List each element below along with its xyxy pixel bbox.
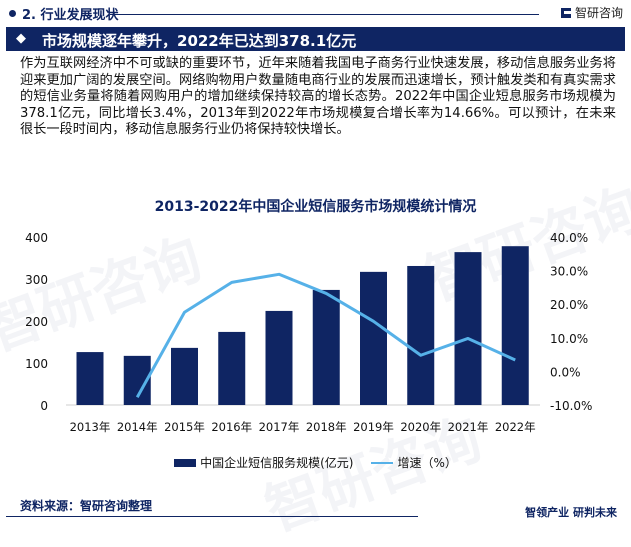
combo-chart: 0 100 200 300 400 -10.0% 0.0% 10.0% 20.0% 30.0% 40… (25, 231, 592, 434)
bar (407, 265, 435, 405)
x-axis-tick: 2015年 (164, 420, 205, 434)
chart-title: 2013-2022年中国企业短信服务市场规模统计情况 (154, 199, 477, 215)
bar (501, 246, 529, 405)
right-axis-tick: 30.0% (550, 265, 588, 279)
left-axis-tick: 0 (40, 399, 48, 413)
bar (312, 289, 340, 405)
x-axis-tick: 2019年 (353, 420, 394, 434)
chart-legend: 中国企业短信服务规模(亿元) 增速（%） (0, 454, 631, 471)
source-note: 资料来源：智研咨询整理 (20, 499, 153, 513)
left-axis-tick: 200 (25, 315, 48, 329)
left-axis-tick: 100 (25, 357, 48, 371)
bar (171, 347, 198, 405)
left-axis-tick: 300 (25, 273, 48, 287)
bar (360, 271, 387, 405)
header-divider (110, 14, 539, 15)
x-axis-tick: 2021年 (448, 420, 489, 434)
x-axis-tick: 2014年 (117, 420, 158, 434)
brand: 智研咨询 (560, 4, 623, 21)
line-swatch-icon (371, 461, 394, 464)
bar-swatch-icon (174, 458, 197, 467)
legend-line-label: 增速（%） (397, 456, 457, 470)
legend-bar-label: 中国企业短信服务规模(亿元) (200, 456, 354, 470)
slogan: 智领产业 研判未来 (525, 506, 617, 519)
x-axis-tick: 2013年 (70, 420, 111, 434)
bar (265, 310, 293, 405)
body-paragraph: 作为互联网经济中不可或缺的重要环节，近年来随着我国电子商务行业快速发展，移动信息… (20, 56, 616, 138)
bullet-icon (9, 10, 16, 17)
left-axis-tick: 400 (25, 231, 48, 245)
x-axis-tick: 2018年 (306, 420, 347, 434)
bar (76, 352, 104, 405)
legend-item-line: 增速（%） (371, 454, 457, 471)
x-axis-tick: 2017年 (259, 420, 300, 434)
bar (218, 331, 246, 405)
right-axis-tick: 40.0% (550, 231, 588, 245)
x-axis-tick: 2020年 (400, 420, 441, 434)
section-label: 2. 行业发展现状 (22, 8, 119, 23)
right-axis-tick: 10.0% (550, 332, 588, 346)
brand-logo-icon (560, 7, 571, 18)
diamond-icon: ◆ (16, 31, 26, 46)
section-header: 2. 行业发展现状 智研咨询 (0, 0, 631, 24)
growth-line (135, 272, 516, 399)
x-axis-tick: 2022年 (495, 420, 536, 434)
legend-item-bar: 中国企业短信服务规模(亿元) (174, 454, 353, 471)
banner-title: 市场规模逐年攀升，2022年已达到378.1亿元 (42, 32, 357, 50)
right-axis-tick: 20.0% (550, 298, 588, 312)
bar (454, 252, 482, 405)
footer-divider (6, 516, 418, 517)
brand-name: 智研咨询 (574, 6, 623, 20)
right-axis-tick: 0.0% (550, 365, 581, 379)
title-banner: ◆ 市场规模逐年攀升，2022年已达到378.1亿元 (6, 27, 625, 51)
x-axis-tick: 2016年 (211, 420, 252, 434)
right-axis-tick: -10.0% (550, 399, 592, 413)
